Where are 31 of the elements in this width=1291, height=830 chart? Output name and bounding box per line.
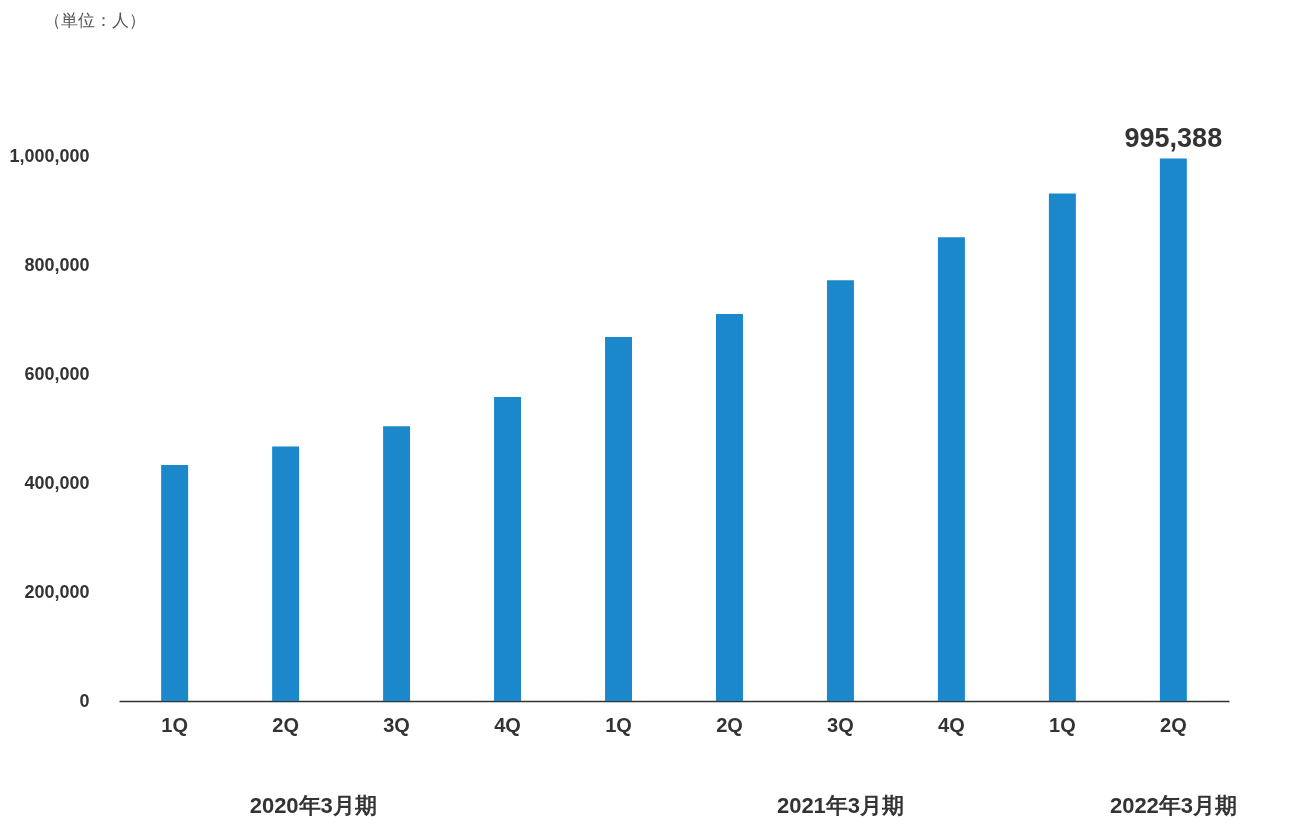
text: （単位：人） (44, 11, 146, 30)
y-tick-label: 1,000,000 (9, 145, 90, 166)
x-tick-label: 4Q (938, 713, 965, 736)
x-tick-label: 3Q (383, 713, 410, 736)
bar (826, 280, 854, 701)
bar (272, 446, 300, 701)
x-tick-label: 1Q (161, 713, 188, 736)
x-tick-label: 1Q (605, 713, 632, 736)
y-tick-label: 200,000 (24, 581, 90, 602)
x-tick-label: 3Q (827, 713, 854, 736)
bar (383, 426, 411, 701)
data-label: 995,388 (1124, 122, 1223, 153)
bar (1159, 158, 1187, 701)
text: 2020年3月期 (249, 793, 377, 818)
bar (1048, 193, 1076, 701)
bar (716, 314, 743, 701)
bar (937, 237, 965, 701)
text: 2021年3月期 (776, 793, 905, 818)
bar (161, 465, 189, 701)
text: 2022年3月期 (1109, 793, 1238, 818)
x-tick-label: 2Q (1160, 713, 1187, 736)
y-tick-label: 0 (79, 690, 90, 711)
bar (605, 336, 632, 701)
y-tick-label: 800,000 (24, 254, 90, 275)
y-tick-label: 600,000 (24, 363, 90, 384)
y-tick-label: 400,000 (24, 472, 90, 493)
bar (494, 396, 522, 701)
x-tick-label: 2Q (716, 713, 743, 736)
x-tick-label: 1Q (1049, 713, 1076, 736)
x-tick-label: 4Q (494, 713, 521, 736)
x-tick-label: 2Q (272, 713, 299, 736)
